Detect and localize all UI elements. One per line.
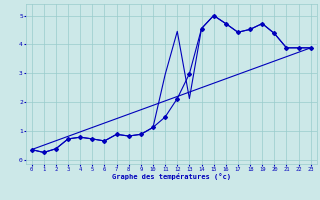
X-axis label: Graphe des températures (°c): Graphe des températures (°c) — [112, 173, 231, 180]
